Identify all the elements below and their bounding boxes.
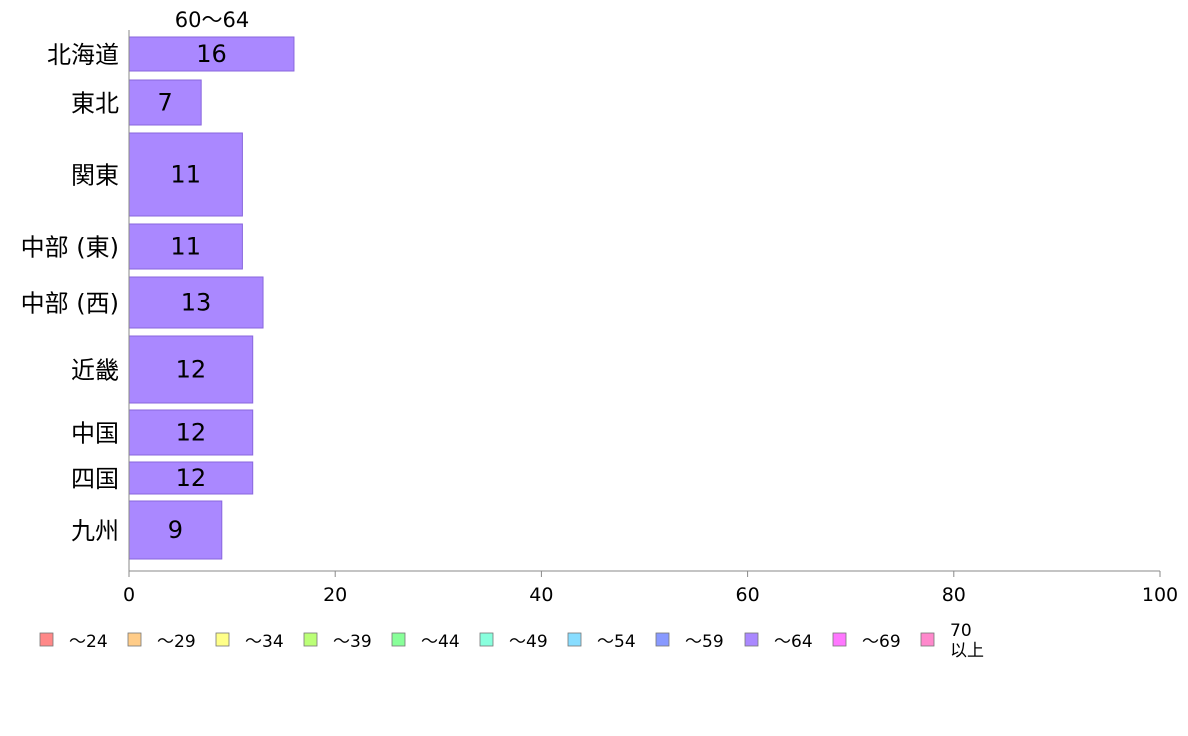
bar-value-label: 13 — [181, 289, 212, 317]
category-label: 近畿 — [71, 357, 119, 385]
legend-label: 〜49 — [509, 632, 548, 652]
bar-5 — [128, 276, 264, 329]
x-tick-label: 80 — [942, 584, 966, 606]
category-label: 関東 — [71, 162, 119, 190]
legend: 〜24 〜29 〜34 〜39 〜44 〜49 〜54 〜59 〜64 〜69 70 以上 — [39, 621, 984, 661]
bar-3 — [128, 132, 243, 217]
legend-label: 〜34 — [245, 632, 284, 652]
bar-7 — [128, 409, 254, 456]
legend-swatch — [832, 632, 847, 647]
category-label: 東北 — [71, 90, 119, 118]
bar-value-label: 9 — [168, 516, 183, 544]
bar-value-label: 7 — [157, 89, 172, 117]
category-label: 四国 — [71, 465, 119, 493]
legend-swatch — [127, 632, 142, 647]
bar-value-label: 12 — [176, 356, 207, 384]
legend-swatch — [215, 632, 230, 647]
legend-swatch — [920, 632, 935, 647]
bar-6 — [128, 335, 254, 404]
legend-label: 〜54 — [597, 632, 636, 652]
legend-label: 〜24 — [69, 632, 108, 652]
legend-swatch — [303, 632, 318, 647]
bar-4 — [128, 223, 243, 270]
category-label: 九州 — [71, 517, 119, 545]
legend-swatch — [744, 632, 759, 647]
legend-label: 〜39 — [333, 632, 372, 652]
bars-group: 16 北海道 7 東北 11 関東 11 中部 (東) 13 中部 (西) 12 近畿 12 中国 12 四国… — [21, 36, 295, 560]
legend-swatch — [479, 632, 494, 647]
legend-label: 〜59 — [685, 632, 724, 652]
bar-value-label: 11 — [170, 161, 201, 189]
legend-label: 〜69 — [862, 632, 901, 652]
legend-swatch — [391, 632, 406, 647]
bar-value-label: 12 — [176, 464, 207, 492]
category-label: 中部 (東) — [21, 234, 119, 262]
x-tick-label: 20 — [323, 584, 347, 606]
bar-value-label: 11 — [170, 233, 201, 261]
x-tick-label: 60 — [736, 584, 760, 606]
legend-label: 〜29 — [157, 632, 196, 652]
legend-swatch — [567, 632, 582, 647]
category-label: 中国 — [71, 420, 119, 448]
x-tick-label: 0 — [123, 584, 135, 606]
legend-label: 70 以上 — [950, 621, 984, 661]
category-label: 中部 (西) — [21, 290, 119, 318]
legend-swatch — [39, 632, 54, 647]
x-tick-label: 100 — [1142, 584, 1178, 606]
bar-value-label: 16 — [196, 40, 227, 68]
series-title: 60〜64 — [175, 8, 249, 32]
bar-value-label: 12 — [176, 419, 207, 447]
x-tick-label: 40 — [529, 584, 553, 606]
category-label: 北海道 — [47, 41, 119, 69]
bar-1 — [128, 36, 295, 72]
x-axis: 0 20 40 60 80 100 — [123, 30, 1178, 606]
legend-label: 〜64 — [774, 632, 813, 652]
legend-label: 〜44 — [421, 632, 460, 652]
legend-swatch — [655, 632, 670, 647]
bar-2 — [128, 79, 202, 126]
